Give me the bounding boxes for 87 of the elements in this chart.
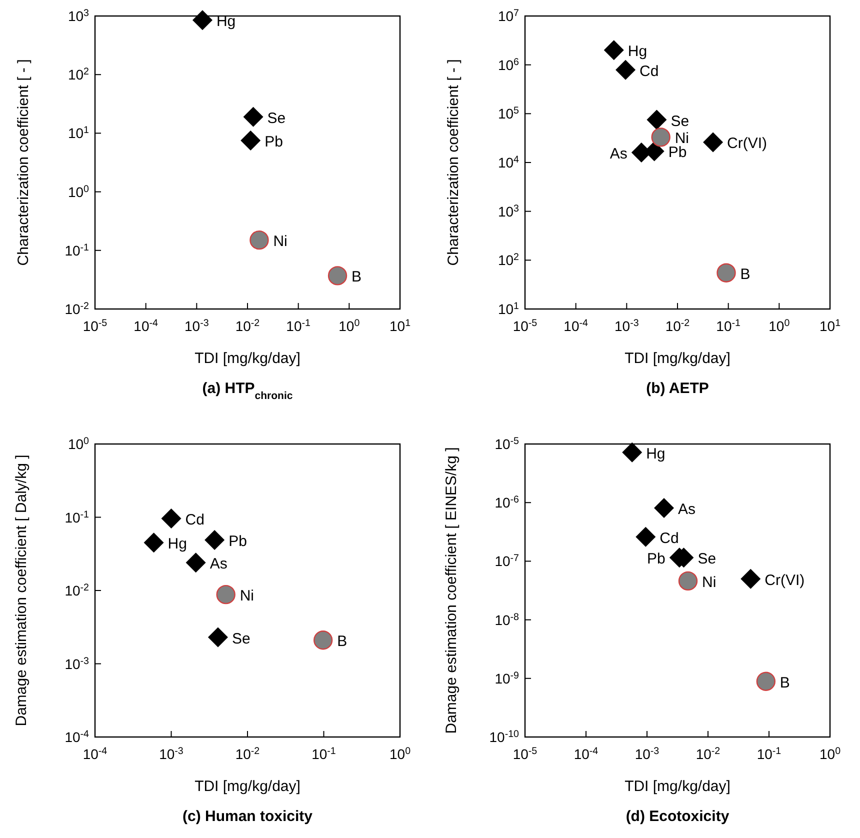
text: (b) AETP [646, 380, 709, 397]
annotation: Hg [216, 13, 236, 30]
x-tick-label: 10$^{-5}$ [512, 746, 538, 762]
y-axis-title: Characterization coefficient [ - ] [15, 59, 32, 266]
x-tick-label: 10$^{-3}$ [614, 318, 640, 334]
annotation: B [740, 266, 750, 283]
x-tick-label: 10$^{0}$ [768, 318, 790, 334]
y-tick-label: 10$^{1}$ [68, 124, 89, 142]
x-tick-label: 10$^{-3}$ [184, 318, 210, 334]
x-tick-label: 10$^{-1}$ [286, 318, 310, 334]
annotation: Cr(VI) [727, 135, 768, 152]
y-tick-label: 10$^{1}$ [498, 300, 519, 317]
x-tick-label: 10$^{-5}$ [512, 318, 538, 334]
text: (d) Ecotoxicity [626, 808, 730, 825]
x-tick-label: 10$^{-4}$ [574, 746, 599, 762]
x-tick-label: 10$^{-1}$ [716, 318, 740, 334]
y-tick-label: 10$^{5}$ [498, 105, 520, 122]
x-tick-label: 10$^{-4}$ [82, 746, 108, 762]
annotation: B [352, 268, 362, 286]
x-tick-label: 10$^{-1}$ [312, 746, 336, 762]
x-tick-label: 10$^{-4}$ [134, 318, 159, 334]
y-tick-label: 10$^{-7}$ [494, 552, 519, 570]
text: (a) HTP$_{chronic}$ [202, 380, 293, 402]
x-tick-label: 10$^{-3}$ [634, 746, 660, 762]
y-tick-label: 10$^{0}$ [68, 436, 90, 452]
x-tick-label: 10$^{1}$ [389, 318, 411, 334]
y-tick-label: 10$^{0}$ [68, 183, 90, 200]
y-tick-label: 10$^{-4}$ [64, 728, 90, 745]
x-tick-label: 10$^{-5}$ [82, 318, 108, 334]
annotation: Pb [264, 133, 283, 150]
y-tick-label: 10$^{2}$ [68, 66, 89, 83]
x-axis-title: TDI [mg/kg/day] [194, 350, 300, 367]
x-tick-label: 10$^{-2}$ [235, 318, 260, 334]
annotation: Cd [640, 62, 659, 80]
x-tick-label: 10$^{-1}$ [756, 746, 782, 762]
x-tick-label: 10$^{-3}$ [159, 746, 184, 762]
annotation: Cr(VI) [764, 572, 805, 589]
annotation: Se [267, 110, 286, 127]
annotation: Hg [646, 445, 666, 462]
annotation: Pb [228, 532, 247, 550]
x-tick-label: 10$^{0}$ [389, 746, 412, 762]
annotation: Pb [647, 550, 666, 568]
annotation: As [210, 556, 228, 573]
annotation: Se [698, 550, 716, 568]
x-axis-title: TDI [mg/kg/day] [194, 778, 300, 795]
annotation: Cd [660, 530, 679, 547]
annotation: Ni [240, 588, 254, 605]
x-axis-title: TDI [mg/kg/day] [624, 778, 730, 795]
y-tick-label: 10$^{-9}$ [494, 670, 519, 686]
annotation: B [337, 633, 348, 650]
x-tick-label: 10$^{-2}$ [665, 318, 690, 334]
y-tick-label: 10$^{2}$ [498, 252, 519, 268]
y-tick-label: 10$^{6}$ [498, 56, 520, 73]
annotation: As [610, 146, 628, 162]
y-tick-label: 10$^{-5}$ [494, 436, 520, 452]
y-tick-label: 10$^{-3}$ [64, 655, 90, 672]
annotation: Cd [185, 512, 204, 529]
y-tick-label: 10$^{-8}$ [494, 611, 520, 628]
y-tick-label: 10$^{-10}$ [489, 728, 520, 745]
y-axis-title: Characterization coefficient [ - ] [445, 59, 462, 266]
x-tick-label: 10$^{1}$ [819, 318, 841, 334]
x-tick-label: 10$^{0}$ [819, 746, 842, 762]
y-tick-label: 10$^{-2}$ [64, 582, 89, 598]
annotation: Hg [168, 536, 187, 553]
x-tick-label: 10$^{-2}$ [696, 746, 720, 762]
y-tick-label: 10$^{4}$ [498, 154, 520, 170]
y-tick-label: 10$^{-1}$ [64, 508, 89, 526]
y-tick-label: 10$^{7}$ [498, 8, 519, 24]
annotation: As [678, 500, 696, 518]
annotation: Se [670, 112, 690, 130]
annotation: Se [232, 630, 250, 648]
y-tick-label: 10$^{-2}$ [64, 300, 89, 317]
x-axis-title: TDI [mg/kg/day] [624, 350, 730, 367]
x-tick-label: 10$^{0}$ [338, 318, 360, 334]
annotation: Ni [273, 233, 288, 250]
x-tick-label: 10$^{-4}$ [564, 318, 589, 334]
text: (c) Human toxicity [182, 808, 314, 825]
y-axis-title: Damage estimation coefficient [ Daly/kg ] [13, 454, 30, 726]
annotation: Ni [702, 574, 716, 591]
x-tick-label: 10$^{-2}$ [235, 746, 260, 762]
y-tick-label: 10$^{-6}$ [494, 494, 520, 511]
annotation: B [780, 674, 790, 692]
annotation: Hg [628, 43, 648, 60]
y-tick-label: 10$^{-1}$ [64, 242, 89, 258]
y-tick-label: 10$^{3}$ [498, 202, 520, 220]
y-axis-title: Damage estimation coefficient [ EINES/kg ] [443, 447, 460, 734]
y-tick-label: 10$^{3}$ [68, 8, 90, 24]
